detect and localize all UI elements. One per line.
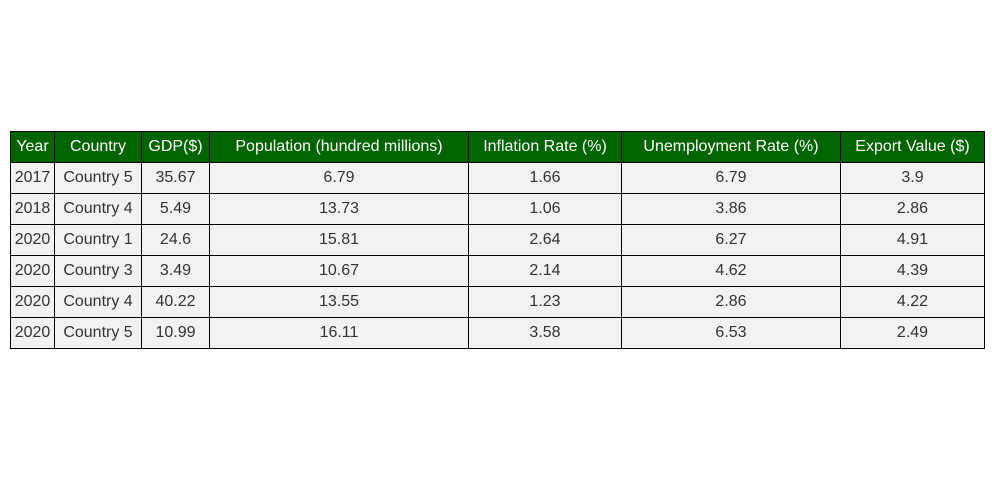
table-cell-unemployment-rate: 6.53 xyxy=(621,317,841,349)
table-cell-year: 2020 xyxy=(10,317,55,349)
table-cell-unemployment-rate: 6.27 xyxy=(621,224,841,256)
table-cell-inflation-rate: 1.06 xyxy=(468,193,622,225)
table-body: 2017 Country 5 35.67 6.79 1.66 6.79 3.9 2018 Cou… xyxy=(10,162,985,349)
table-row: 2020 Country 5 10.99 16.11 3.58 6.53 2.49 xyxy=(10,317,985,349)
column-header-inflation-rate: Inflation Rate (%) xyxy=(468,131,622,163)
table-cell-population: 10.67 xyxy=(209,255,469,287)
table-cell-export-value: 4.39 xyxy=(840,255,985,287)
table-cell-gdp: 10.99 xyxy=(141,317,210,349)
table-cell-unemployment-rate: 3.86 xyxy=(621,193,841,225)
table-cell-export-value: 2.49 xyxy=(840,317,985,349)
table-cell-inflation-rate: 2.14 xyxy=(468,255,622,287)
table-cell-year: 2020 xyxy=(10,224,55,256)
table-row: 2020 Country 1 24.6 15.81 2.64 6.27 4.91 xyxy=(10,224,985,256)
column-header-unemployment-rate: Unemployment Rate (%) xyxy=(621,131,841,163)
table-cell-gdp: 40.22 xyxy=(141,286,210,318)
table-cell-population: 6.79 xyxy=(209,162,469,194)
data-table: Year Country GDP($) Population (hundred … xyxy=(10,131,985,349)
table-cell-export-value: 4.22 xyxy=(840,286,985,318)
column-header-gdp: GDP($) xyxy=(141,131,210,163)
table-row: 2020 Country 3 3.49 10.67 2.14 4.62 4.39 xyxy=(10,255,985,287)
column-header-population: Population (hundred millions) xyxy=(209,131,469,163)
table-cell-unemployment-rate: 2.86 xyxy=(621,286,841,318)
column-header-export-value: Export Value ($) xyxy=(840,131,985,163)
table-cell-population: 13.73 xyxy=(209,193,469,225)
column-header-year: Year xyxy=(10,131,55,163)
table-cell-year: 2018 xyxy=(10,193,55,225)
table-cell-export-value: 3.9 xyxy=(840,162,985,194)
table-cell-country: Country 4 xyxy=(54,193,142,225)
table-row: 2018 Country 4 5.49 13.73 1.06 3.86 2.86 xyxy=(10,193,985,225)
table-cell-unemployment-rate: 6.79 xyxy=(621,162,841,194)
table-cell-inflation-rate: 1.23 xyxy=(468,286,622,318)
table-cell-population: 15.81 xyxy=(209,224,469,256)
table-cell-export-value: 4.91 xyxy=(840,224,985,256)
table-cell-gdp: 3.49 xyxy=(141,255,210,287)
table-cell-inflation-rate: 2.64 xyxy=(468,224,622,256)
table-cell-country: Country 3 xyxy=(54,255,142,287)
table-cell-gdp: 24.6 xyxy=(141,224,210,256)
table-cell-inflation-rate: 1.66 xyxy=(468,162,622,194)
table-row: 2020 Country 4 40.22 13.55 1.23 2.86 4.22 xyxy=(10,286,985,318)
table-cell-population: 13.55 xyxy=(209,286,469,318)
table-cell-year: 2017 xyxy=(10,162,55,194)
table-cell-population: 16.11 xyxy=(209,317,469,349)
table-cell-country: Country 5 xyxy=(54,317,142,349)
table-cell-year: 2020 xyxy=(10,286,55,318)
table-cell-country: Country 5 xyxy=(54,162,142,194)
column-header-country: Country xyxy=(54,131,142,163)
table-cell-country: Country 4 xyxy=(54,286,142,318)
table-cell-inflation-rate: 3.58 xyxy=(468,317,622,349)
table-cell-unemployment-rate: 4.62 xyxy=(621,255,841,287)
table-header: Year Country GDP($) Population (hundred … xyxy=(10,131,985,163)
table-row: 2017 Country 5 35.67 6.79 1.66 6.79 3.9 xyxy=(10,162,985,194)
table-cell-gdp: 5.49 xyxy=(141,193,210,225)
table-cell-country: Country 1 xyxy=(54,224,142,256)
header-row: Year Country GDP($) Population (hundred … xyxy=(10,131,985,163)
table-cell-year: 2020 xyxy=(10,255,55,287)
table-cell-export-value: 2.86 xyxy=(840,193,985,225)
table-cell-gdp: 35.67 xyxy=(141,162,210,194)
